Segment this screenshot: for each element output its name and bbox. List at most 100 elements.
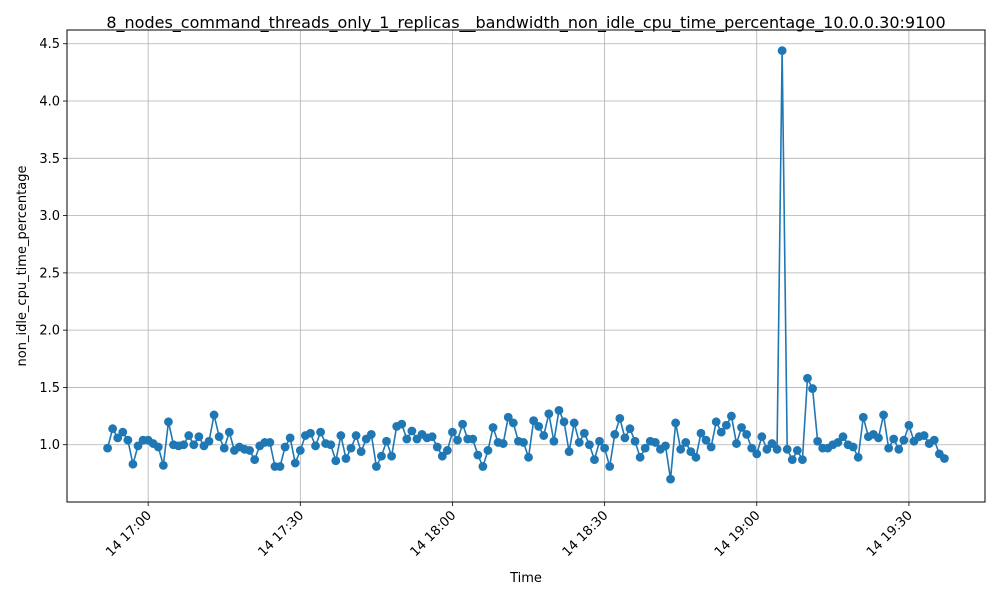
data-point — [813, 436, 823, 446]
data-point — [574, 438, 584, 447]
data-point — [904, 420, 914, 430]
data-point — [569, 418, 579, 428]
data-point — [787, 455, 797, 465]
data-point — [929, 435, 939, 445]
data-point — [757, 432, 767, 442]
data-point — [498, 439, 508, 448]
data-point — [534, 421, 544, 431]
y-tick-label: 1.0 — [39, 438, 60, 453]
data-point — [311, 441, 320, 451]
data-point — [164, 417, 173, 427]
data-point — [848, 442, 858, 452]
data-point — [331, 456, 341, 466]
data-point — [742, 430, 752, 439]
data-point — [732, 439, 741, 448]
data-point — [128, 459, 138, 469]
data-point — [437, 451, 447, 461]
data-point — [579, 428, 589, 438]
data-point — [564, 447, 574, 456]
data-point — [554, 405, 564, 415]
data-point — [595, 436, 604, 446]
data-point — [488, 423, 498, 432]
data-point — [772, 444, 782, 454]
data-point — [752, 449, 762, 459]
data-series — [103, 46, 949, 484]
data-point — [397, 419, 407, 429]
data-point — [919, 431, 929, 440]
data-point — [686, 447, 696, 456]
data-point — [610, 430, 620, 439]
data-point — [265, 438, 275, 447]
data-point — [529, 416, 539, 426]
data-point — [874, 433, 883, 443]
data-point — [858, 412, 868, 422]
data-point — [346, 443, 356, 453]
y-tick-label: 3.5 — [39, 152, 60, 167]
y-tick-label: 1.5 — [39, 381, 60, 396]
data-point — [838, 432, 848, 442]
data-point — [940, 454, 949, 463]
data-point — [762, 444, 772, 454]
data-point — [194, 432, 204, 442]
data-point — [214, 432, 224, 442]
data-point — [519, 438, 528, 447]
y-tick-label: 2.5 — [39, 266, 60, 281]
data-point — [382, 436, 391, 446]
data-point — [427, 432, 437, 442]
data-point — [387, 451, 396, 461]
data-point — [275, 462, 285, 471]
data-point — [219, 443, 229, 453]
data-point — [209, 410, 219, 420]
data-point — [671, 418, 681, 428]
data-point — [366, 430, 376, 439]
data-point — [681, 438, 691, 447]
data-point — [113, 433, 123, 443]
data-point — [290, 458, 300, 468]
data-point — [889, 434, 899, 444]
data-point — [473, 450, 483, 460]
data-point — [453, 435, 462, 445]
data-point — [691, 452, 701, 462]
data-point — [483, 446, 493, 455]
data-point — [747, 443, 757, 453]
data-point — [503, 412, 513, 422]
data-point — [625, 424, 635, 434]
data-point — [803, 373, 812, 383]
data-point — [716, 427, 726, 437]
y-axis-label: non_idle_cpu_time_percentage — [15, 166, 30, 367]
y-tick-label: 2.0 — [39, 324, 60, 339]
data-point — [590, 455, 599, 465]
data-point — [377, 451, 386, 461]
data-point — [767, 439, 777, 448]
data-point — [189, 440, 199, 450]
data-point — [650, 438, 660, 447]
y-axis-ticks: 1.0 1.5 2.0 2.5 3.0 3.5 4.0 4.5 — [39, 37, 67, 453]
data-point — [326, 440, 336, 450]
data-point — [341, 454, 351, 463]
data-point — [894, 444, 904, 454]
data-point — [285, 433, 295, 443]
data-point — [798, 455, 807, 465]
data-point — [600, 443, 610, 453]
data-point — [371, 462, 381, 471]
data-point — [615, 413, 625, 423]
data-point — [458, 419, 467, 429]
data-point — [118, 427, 128, 437]
data-point — [468, 434, 478, 444]
data-point — [544, 409, 554, 419]
data-point — [706, 442, 716, 452]
data-point — [245, 446, 254, 455]
data-point — [432, 442, 442, 452]
chart-title: 8_nodes_command_threads_only_1_replicas_… — [106, 13, 945, 33]
data-point — [585, 440, 594, 450]
data-point — [133, 441, 143, 451]
data-point — [782, 444, 792, 454]
data-point — [884, 443, 894, 453]
data-point — [635, 452, 645, 462]
data-point — [402, 434, 412, 444]
data-point — [879, 410, 888, 420]
data-point — [777, 46, 787, 56]
data-point — [351, 431, 361, 440]
data-point — [108, 424, 118, 434]
